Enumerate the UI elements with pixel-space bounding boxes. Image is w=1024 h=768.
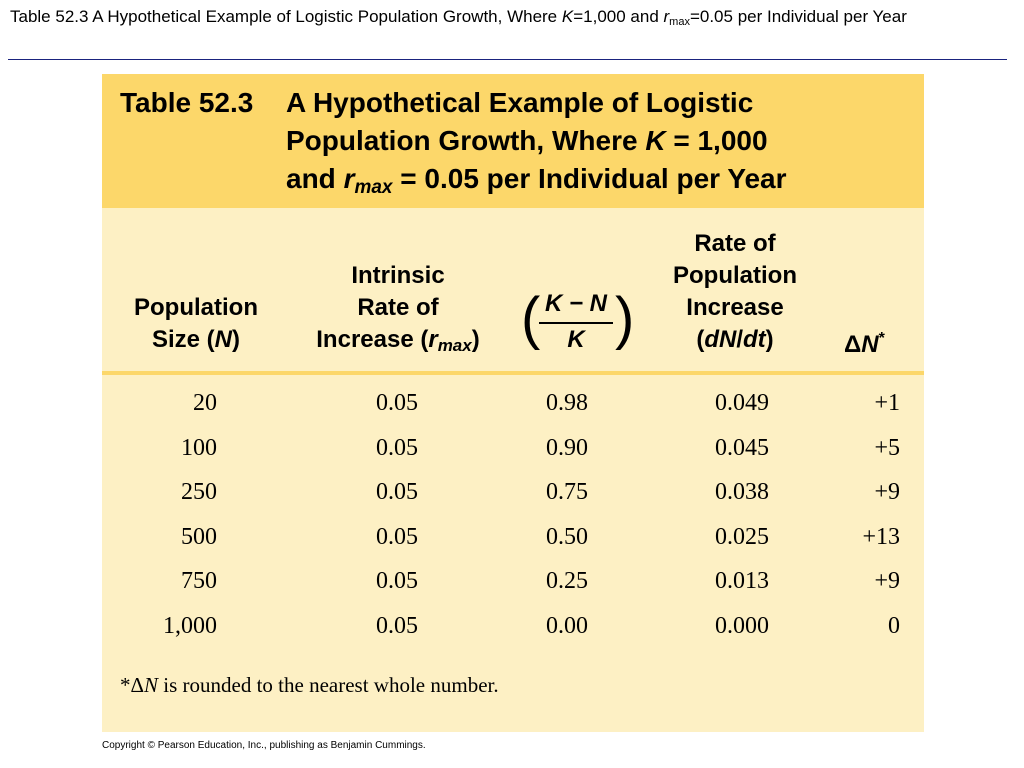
cell-population: 20: [193, 390, 217, 416]
cell-population: 500: [181, 523, 217, 550]
cell-population: 1,000: [163, 612, 217, 639]
title-rule: [8, 59, 1007, 60]
header-divider: [102, 371, 924, 375]
cell-fraction: 0.75: [546, 479, 588, 505]
table-row: 250 0.05 0.75 0.038 +9: [102, 479, 924, 519]
cell-delta-n: +13: [862, 523, 900, 550]
cell-intrinsic-rate: 0.05: [376, 479, 418, 505]
header-intrinsic-text: Increase (: [316, 326, 429, 353]
cell-delta-n: +1: [874, 390, 900, 416]
caption-line-2-value: = 1,000: [665, 125, 768, 156]
header-rate-slash: /: [736, 326, 743, 353]
header-intrinsic-line-3: Increase (rmax): [298, 324, 498, 356]
caption-line-3-value: = 0.05 per Individual per Year: [392, 163, 787, 194]
cell-rate: 0.038: [715, 479, 769, 505]
header-population-text: Size (: [151, 326, 215, 353]
header-intrinsic-paren: ): [471, 326, 480, 353]
table-row: 500 0.05 0.50 0.025 +13: [102, 524, 924, 564]
caption-r-sub: max: [354, 177, 393, 198]
cell-rate: 0.000: [715, 612, 769, 639]
header-fraction: ( K − N K ): [521, 286, 635, 358]
header-population-line-2: Size (N): [116, 324, 276, 356]
table-row: 750 0.05 0.25 0.013 +9: [102, 568, 924, 608]
header-rate-line-3: Increase: [686, 294, 784, 321]
slide-title-text-2: =1,000 and: [573, 7, 664, 26]
cell-intrinsic-rate: 0.05: [376, 434, 418, 461]
fraction-denominator: K: [567, 326, 585, 353]
header-intrinsic-rate: Intrinsic Rate of Increase (rmax): [298, 260, 498, 356]
cell-intrinsic-rate: 0.05: [376, 568, 418, 594]
cell-rate: 0.025: [715, 523, 769, 550]
table-number: Table 52.3: [120, 87, 254, 118]
header-intrinsic-line-1: Intrinsic: [351, 262, 445, 289]
header-population-size: Population Size (N): [116, 292, 276, 356]
header-rate-paren-open: (: [696, 326, 705, 353]
right-paren-glyph: ): [615, 286, 635, 351]
cell-fraction: 0.50: [546, 523, 588, 550]
header-rate-dt: dt: [743, 326, 766, 353]
cell-fraction: 0.90: [546, 434, 588, 461]
cell-delta-n: 0: [888, 612, 900, 639]
header-rate-of-increase: Rate of Population Increase (dN/dt): [650, 228, 820, 356]
header-delta-n: ΔN*: [844, 323, 914, 361]
fraction-numerator: K − N: [544, 290, 607, 317]
header-delta-star: *: [878, 330, 885, 347]
fraction-bar: [539, 322, 613, 324]
slide-title-text: Table 52.3 A Hypothetical Example of Log…: [10, 7, 562, 26]
cell-intrinsic-rate: 0.05: [376, 612, 418, 639]
slide-title-sub: max: [669, 16, 690, 28]
copyright-notice: Copyright © Pearson Education, Inc., pub…: [102, 740, 426, 751]
cell-delta-n: +9: [874, 568, 900, 594]
header-rate-line-1: Rate of: [694, 230, 776, 257]
header-population-line-1: Population: [134, 294, 258, 321]
table-row: 1,000 0.05 0.00 0.000 0: [102, 613, 924, 653]
header-delta-symbol: Δ: [844, 331, 862, 358]
slide-title-r: r: [663, 7, 670, 26]
left-paren-glyph: (: [521, 286, 541, 351]
table-header-band: Table 52.3 A Hypothetical Example of Log…: [102, 74, 924, 208]
cell-delta-n: +9: [874, 479, 900, 505]
cell-fraction: 0.25: [546, 568, 588, 594]
cell-population: 750: [181, 568, 217, 594]
cell-rate: 0.013: [715, 568, 769, 594]
header-delta-n-letter: N: [861, 331, 879, 358]
caption-k: K: [645, 125, 666, 156]
cell-population: 100: [181, 434, 217, 461]
caption-line-3: and rmax = 0.05 per Individual per Year: [286, 160, 916, 198]
cell-rate: 0.045: [715, 434, 769, 461]
caption-line-2: Population Growth, Where K = 1,000: [286, 122, 916, 160]
cell-delta-n: +5: [874, 434, 900, 461]
caption-line-1: A Hypothetical Example of Logistic: [286, 87, 754, 118]
cell-fraction: 0.98: [546, 390, 588, 416]
header-population-paren: ): [232, 326, 241, 353]
header-rate-paren-close: ): [765, 326, 774, 353]
slide-title: Table 52.3 A Hypothetical Example of Log…: [10, 6, 1010, 28]
cell-intrinsic-rate: 0.05: [376, 523, 418, 550]
footnote-text: is rounded to the nearest whole number.: [158, 673, 499, 697]
header-rate-line-2: Population: [673, 262, 797, 289]
footnote-n: N: [144, 673, 159, 697]
table-caption: A Hypothetical Example of Logistic Popul…: [286, 84, 916, 198]
slide-title-k: K: [561, 7, 574, 26]
footnote-delta: *Δ: [120, 673, 145, 697]
cell-fraction: 0.00: [546, 612, 588, 639]
cell-intrinsic-rate: 0.05: [376, 390, 418, 416]
header-intrinsic-r: r: [428, 326, 438, 353]
header-population-n: N: [214, 326, 233, 353]
table-row: 100 0.05 0.90 0.045 +5: [102, 435, 924, 475]
header-rate-line-4: (dN/dt): [650, 324, 820, 356]
table-row: 20 0.05 0.98 0.049 +1: [102, 390, 924, 430]
caption-line-2-text: Population Growth, Where: [286, 125, 646, 156]
header-intrinsic-line-2: Rate of: [357, 294, 439, 321]
slide-title-text-3: =0.05 per Individual per Year: [689, 7, 907, 26]
cell-rate: 0.049: [715, 390, 769, 416]
caption-line-3-text: and: [286, 163, 344, 194]
caption-r: r: [343, 163, 355, 194]
table-figure: Table 52.3 A Hypothetical Example of Log…: [102, 74, 924, 732]
cell-population: 250: [181, 479, 217, 505]
header-rate-dn: dN: [704, 326, 737, 353]
header-intrinsic-sub: max: [437, 336, 472, 355]
table-footnote: *ΔN is rounded to the nearest whole numb…: [120, 673, 499, 698]
